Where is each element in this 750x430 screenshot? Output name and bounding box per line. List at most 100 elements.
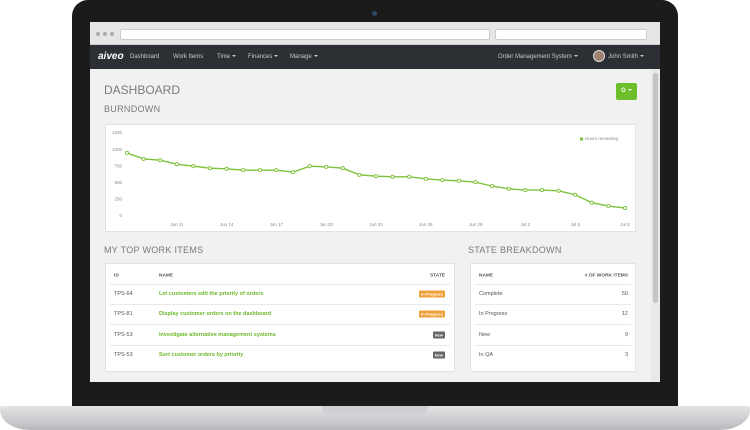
point (158, 158, 163, 163)
y-tick-label: 1000 (112, 147, 123, 152)
item-id: TPS-81 (114, 311, 133, 317)
point (456, 178, 462, 183)
search-box[interactable] (495, 29, 647, 40)
user-name: John Smith (608, 54, 639, 60)
row-divider (110, 304, 450, 305)
item-id: TPS-53 (114, 352, 133, 358)
browser-button[interactable] (110, 32, 114, 36)
item-id: TPS-53 (114, 332, 133, 338)
line (126, 152, 626, 209)
point (191, 164, 196, 169)
nav-item[interactable]: Finances (248, 54, 279, 60)
browser-button[interactable] (103, 32, 107, 36)
x-tick-label: Jun 20 (319, 222, 333, 227)
x-tick-label: Jun 29 (469, 222, 483, 227)
point (207, 166, 213, 171)
point (174, 162, 179, 167)
item-name[interactable]: Let customers edit the priority of order… (159, 291, 264, 297)
point (274, 168, 279, 173)
row-divider (475, 304, 631, 305)
camera (372, 11, 377, 16)
x-tick-label: Jun 14 (220, 222, 234, 227)
page-title: DASHBOARD (104, 83, 181, 97)
section-heading: MY TOP WORK ITEMS (104, 245, 204, 255)
point (307, 164, 312, 169)
chart: 0 250 500 750 1000 1250 Jun 11 Jun 14 Jun 17 Jun … (112, 130, 630, 227)
nav-bar: aiveo Dashboard Work Items Time Finances Man… (90, 45, 660, 69)
nav-label: Dashboard (130, 54, 160, 60)
y-tick-label: 750 (114, 163, 122, 168)
scrollbar[interactable] (651, 69, 660, 382)
nav-item[interactable]: Work Items (173, 54, 203, 60)
row-divider (110, 345, 450, 346)
browser-button[interactable] (96, 32, 100, 36)
point (257, 168, 262, 173)
column-header: ID (114, 273, 119, 279)
x-tick-label: Jun 26 (419, 222, 433, 227)
point (556, 188, 561, 193)
point (124, 150, 130, 155)
avatar[interactable] (593, 50, 605, 62)
point (340, 166, 345, 171)
y-tick-label: 0 (119, 213, 122, 218)
state-name: In Progress (479, 311, 508, 317)
nav-item[interactable]: Time (217, 54, 237, 60)
nav-label: Manage (290, 54, 312, 60)
x-tick-label: Jul 2 (521, 222, 531, 227)
y-tick-label: 250 (114, 197, 122, 202)
screen: aiveo Dashboard Work Items Time Finances Man… (90, 22, 660, 382)
nav-item[interactable]: Manage (290, 54, 318, 60)
point (373, 174, 379, 179)
org-menu[interactable]: Order Management System (498, 54, 578, 60)
scroll-thumb[interactable] (653, 73, 658, 303)
state-name: In QA (479, 352, 494, 358)
point (606, 203, 611, 209)
row-divider (110, 284, 450, 285)
point (539, 188, 545, 193)
state-badge: New (432, 331, 445, 339)
point (141, 156, 146, 161)
y-tick-label: 500 (114, 180, 122, 185)
point (241, 168, 246, 173)
section-heading: STATE BREAKDOWN (468, 245, 562, 255)
state-badge: In Progress (418, 310, 445, 318)
x-tick-label: Jun 17 (270, 222, 284, 227)
point (506, 186, 511, 191)
x-tick-label: Jul 5 (570, 222, 580, 227)
state-name: Complete (479, 291, 503, 297)
point (473, 180, 478, 185)
item-name[interactable]: Sort customer orders by priority (159, 352, 244, 358)
point (324, 164, 329, 169)
point (589, 200, 594, 205)
point (523, 188, 528, 193)
item-name[interactable]: Display customer orders on the dashboard (159, 311, 272, 317)
browser-chrome (90, 22, 660, 45)
button-label: G (621, 88, 626, 94)
nav-label: Work Items (173, 54, 204, 60)
state-table: NAME # OF WORK ITEMS Complete 50 In Progress… (470, 263, 636, 372)
state-badge: New (432, 351, 445, 359)
laptop-notch (322, 406, 428, 414)
point (573, 192, 578, 197)
point (440, 178, 445, 183)
item-name[interactable]: Investigate alternative management syste… (159, 332, 276, 338)
row-divider (475, 284, 631, 285)
point (490, 184, 495, 189)
x-tick-label: Jun 11 (170, 222, 184, 227)
nav-item[interactable]: Dashboard (130, 54, 159, 60)
point (290, 170, 296, 175)
legend-label: Hours remaining (585, 136, 619, 141)
point (622, 205, 628, 211)
brand[interactable]: aiveo (98, 51, 124, 62)
column-header: NAME (479, 273, 494, 279)
column-header: # OF WORK ITEMS (584, 273, 628, 279)
chart-card: 0 250 500 750 1000 1250 Jun 11 Jun 14 Jun 17 Jun … (105, 124, 636, 232)
url-bar[interactable] (120, 29, 490, 40)
point (390, 174, 395, 179)
state-count: 3 (624, 352, 628, 358)
user-menu[interactable]: John Smith (608, 54, 645, 60)
point (407, 174, 412, 179)
action-button[interactable]: G (616, 83, 637, 100)
state-count: 50 (621, 291, 628, 297)
